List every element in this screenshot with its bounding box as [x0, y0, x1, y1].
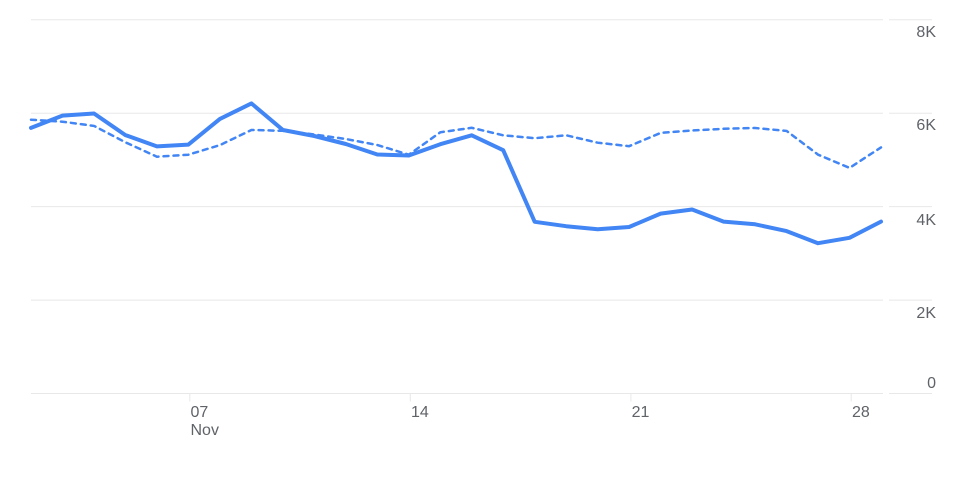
- svg-text:28: 28: [852, 404, 870, 421]
- svg-text:4K: 4K: [916, 212, 936, 229]
- svg-text:Nov: Nov: [191, 422, 219, 439]
- svg-text:6K: 6K: [916, 117, 936, 134]
- svg-text:0: 0: [927, 375, 936, 392]
- svg-text:2K: 2K: [916, 305, 936, 322]
- svg-text:07: 07: [191, 404, 209, 421]
- svg-text:21: 21: [632, 404, 650, 421]
- svg-text:8K: 8K: [916, 24, 936, 41]
- svg-text:14: 14: [411, 404, 429, 421]
